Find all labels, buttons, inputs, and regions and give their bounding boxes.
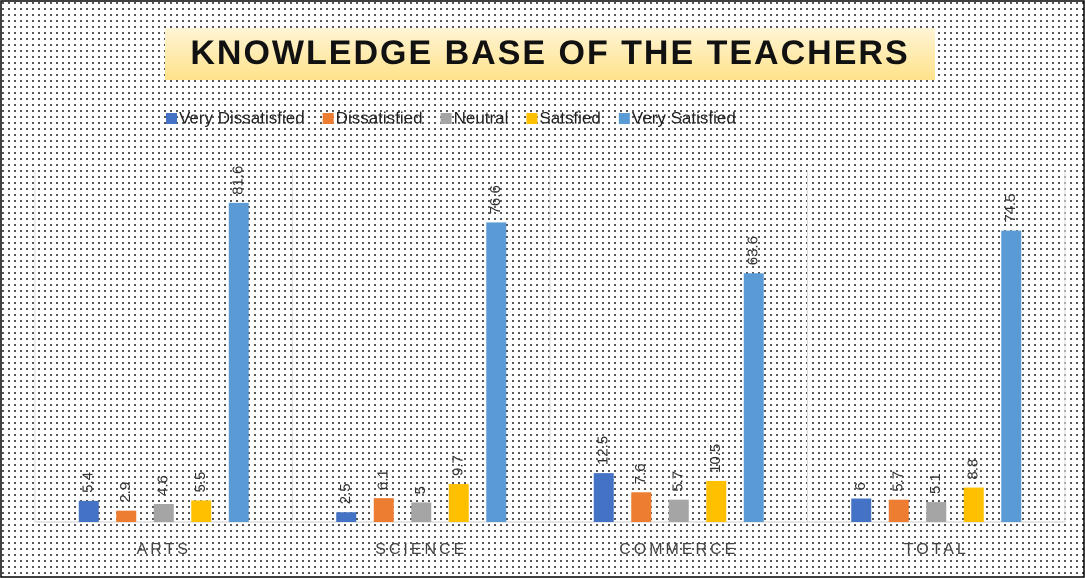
data-label: 5.4: [80, 472, 97, 493]
data-label: 63.6: [745, 236, 762, 265]
data-label: 6.1: [375, 469, 392, 490]
bar: [593, 473, 614, 522]
bar: [336, 512, 357, 522]
x-tick-label: SCIENCE: [375, 541, 467, 558]
chart-title: KNOWLEDGE BASE OF THE TEACHERS: [190, 34, 909, 72]
data-label: 10.5: [707, 444, 724, 473]
legend-label: Satsfied: [539, 108, 600, 127]
data-label: 5.7: [670, 471, 687, 492]
title-box: [165, 28, 935, 80]
data-label: 2.9: [117, 482, 134, 503]
x-tick-label: ARTS: [137, 541, 191, 558]
bar: [706, 480, 727, 522]
bar: [486, 222, 507, 523]
legend-swatch: [166, 113, 177, 124]
legend-label: Very Satisfied: [632, 108, 736, 127]
data-label: 12.5: [595, 436, 612, 465]
bar: [153, 504, 174, 522]
data-label: 5.7: [890, 471, 907, 492]
legend-swatch: [440, 113, 452, 124]
x-tick-label: COMMERCE: [619, 541, 738, 558]
legend-swatch: [526, 113, 538, 124]
bar: [78, 500, 99, 522]
data-label: 6: [852, 482, 869, 490]
bar: [668, 499, 689, 522]
bar: [448, 484, 469, 522]
bar: [743, 273, 764, 522]
legend-label: Very Dissatisfied: [179, 108, 305, 127]
data-label: 81.6: [230, 166, 247, 195]
bar: [926, 502, 947, 522]
legend-swatch: [322, 113, 334, 124]
bar: [888, 499, 909, 522]
bar: [851, 498, 872, 522]
bar: [191, 500, 212, 522]
data-label: 9.7: [450, 455, 467, 476]
data-label: 2.5: [337, 483, 354, 504]
bar: [1001, 230, 1022, 522]
data-label: 5.1: [927, 473, 944, 494]
data-label: 74.5: [1002, 193, 1019, 222]
legend-swatch: [618, 113, 630, 124]
bar: [228, 202, 249, 522]
bar: [631, 492, 652, 522]
data-label: 4.6: [155, 475, 172, 496]
data-label: 8.8: [965, 459, 982, 480]
bar: [116, 510, 137, 522]
data-label: 76.6: [487, 185, 504, 214]
bar: [411, 502, 432, 522]
bar: [963, 487, 984, 522]
data-label: 7.6: [632, 463, 649, 484]
data-label: 5: [412, 486, 429, 494]
bar: [373, 498, 394, 522]
data-label: 5.5: [192, 472, 209, 493]
legend-label: Dissatisfied: [336, 108, 423, 127]
x-tick-label: TOTAL: [904, 541, 969, 558]
legend-label: Neutral: [454, 108, 509, 127]
